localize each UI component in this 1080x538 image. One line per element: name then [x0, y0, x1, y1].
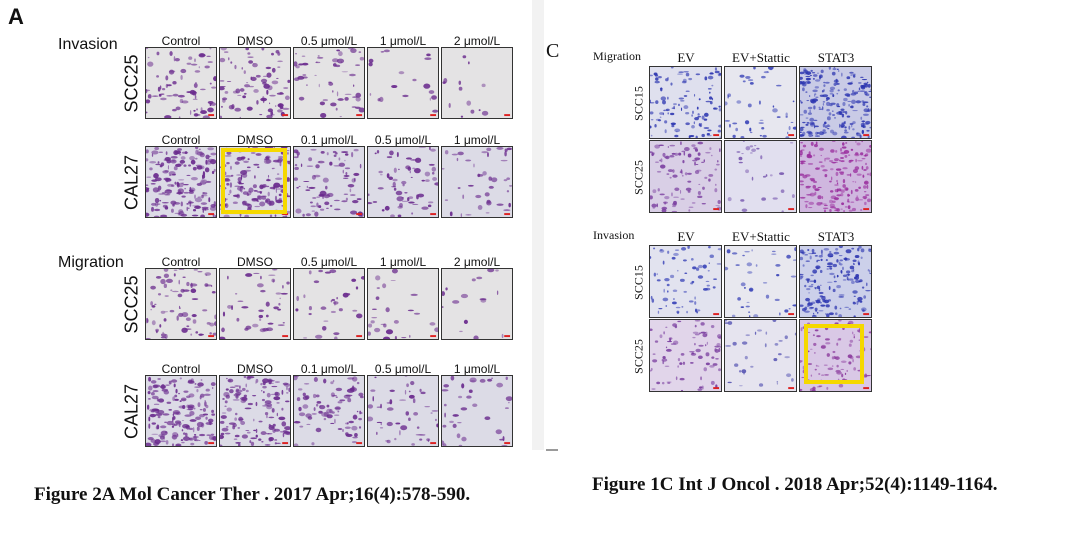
invasion-scc15-col-label: EV+Stattic — [732, 229, 790, 244]
invasion-scc15-col-label: STAT3 — [817, 229, 855, 244]
invasion-cal27-col-label: DMSO — [237, 133, 273, 147]
migration-cal27-micrograph — [145, 375, 217, 447]
invasion-scc15-col-label: EV — [677, 229, 695, 244]
migration-cal27-micrograph — [219, 375, 291, 447]
invasion-scc25-col-label: DMSO — [237, 34, 273, 48]
highlight-box-right — [804, 324, 864, 384]
migration-scc15-micrograph — [649, 66, 722, 139]
right-figure-caption: Figure 1C Int J Oncol . 2018 Apr;52(4):1… — [592, 474, 998, 495]
invasion-scc25-micrograph — [649, 319, 722, 392]
highlight-box-left — [221, 148, 287, 214]
invasion-scc25-micrograph — [441, 47, 513, 119]
migration-scc25-row-label: SCC25 — [631, 160, 646, 195]
invasion-scc25-micrograph — [145, 47, 217, 119]
migration-scc25-row-label: SCC25 — [121, 275, 142, 334]
migration-scc25-micrograph — [145, 268, 217, 340]
migration-cal27-micrograph — [293, 375, 365, 447]
migration-scc25-micrograph — [367, 268, 439, 340]
divider-tick — [546, 449, 558, 451]
figure-divider — [532, 0, 544, 450]
migration-cal27-micrograph — [441, 375, 513, 447]
invasion-scc25-row-label: SCC25 — [631, 339, 646, 374]
invasion-cal27-row-label: CAL27 — [121, 154, 142, 211]
invasion-scc25-micrograph — [367, 47, 439, 119]
invasion-scc25-micrograph — [799, 319, 872, 392]
invasion-cal27-col-label: 1 μmol/L — [453, 133, 501, 147]
migration-scc15-col-label: EV+Stattic — [732, 50, 790, 65]
migration-scc15-micrograph — [724, 66, 797, 139]
invasion-scc15-micrograph — [724, 245, 797, 318]
migration-cal27-col-label: DMSO — [237, 362, 273, 376]
invasion-scc15-row-label: SCC15 — [631, 265, 646, 300]
invasion-scc25-col-label: 2 μmol/L — [453, 34, 501, 48]
panel-letter-a: A — [8, 4, 24, 29]
panel-letter-c: C — [546, 40, 560, 62]
invasion-scc25-micrograph — [293, 47, 365, 119]
migration-scc25-col-label: 0.5 μmol/L — [300, 255, 358, 269]
right-invasion-label: Invasion — [593, 228, 635, 242]
migration-scc25-col-label: DMSO — [237, 255, 273, 269]
migration-cal27-row-label: CAL27 — [121, 383, 142, 440]
invasion-cal27-col-label: 0.1 μmol/L — [300, 133, 358, 147]
migration-scc15-col-label: EV — [677, 50, 695, 65]
migration-scc25-col-label: Control — [161, 255, 201, 269]
migration-scc15-micrograph — [799, 66, 872, 139]
invasion-scc25-col-label: 0.5 μmol/L — [300, 34, 358, 48]
right-migration-label: Migration — [593, 49, 641, 63]
migration-cal27-col-label: 0.1 μmol/L — [300, 362, 358, 376]
invasion-cal27-micrograph — [367, 146, 439, 218]
invasion-cal27-micrograph — [219, 146, 291, 218]
migration-scc25-col-label: 2 μmol/L — [453, 255, 501, 269]
invasion-cal27-micrograph — [293, 146, 365, 218]
migration-cal27-col-label: 0.5 μmol/L — [374, 362, 432, 376]
invasion-group-label: Invasion — [58, 36, 118, 53]
migration-scc15-col-label: STAT3 — [817, 50, 855, 65]
migration-cal27-micrograph — [367, 375, 439, 447]
migration-scc25-micrograph — [293, 268, 365, 340]
invasion-cal27-micrograph — [441, 146, 513, 218]
invasion-cal27-col-label: 0.5 μmol/L — [374, 133, 432, 147]
migration-scc25-micrograph — [219, 268, 291, 340]
migration-scc15-row-label: SCC15 — [631, 86, 646, 121]
invasion-cal27-micrograph — [145, 146, 217, 218]
invasion-scc25-micrograph — [724, 319, 797, 392]
invasion-scc25-row-label: SCC25 — [121, 54, 142, 113]
invasion-cal27-col-label: Control — [161, 133, 201, 147]
left-figure-caption: Figure 2A Mol Cancer Ther . 2017 Apr;16(… — [34, 484, 471, 505]
migration-group-label: Migration — [58, 254, 124, 271]
migration-scc25-micrograph — [649, 140, 722, 213]
invasion-scc25-col-label: 1 μmol/L — [379, 34, 427, 48]
invasion-scc15-micrograph — [799, 245, 872, 318]
migration-scc25-micrograph — [441, 268, 513, 340]
migration-scc25-micrograph — [799, 140, 872, 213]
invasion-scc25-micrograph — [219, 47, 291, 119]
migration-scc25-col-label: 1 μmol/L — [379, 255, 427, 269]
migration-cal27-col-label: 1 μmol/L — [453, 362, 501, 376]
migration-cal27-col-label: Control — [161, 362, 201, 376]
invasion-scc25-col-label: Control — [161, 34, 201, 48]
invasion-scc15-micrograph — [649, 245, 722, 318]
migration-scc25-micrograph — [724, 140, 797, 213]
